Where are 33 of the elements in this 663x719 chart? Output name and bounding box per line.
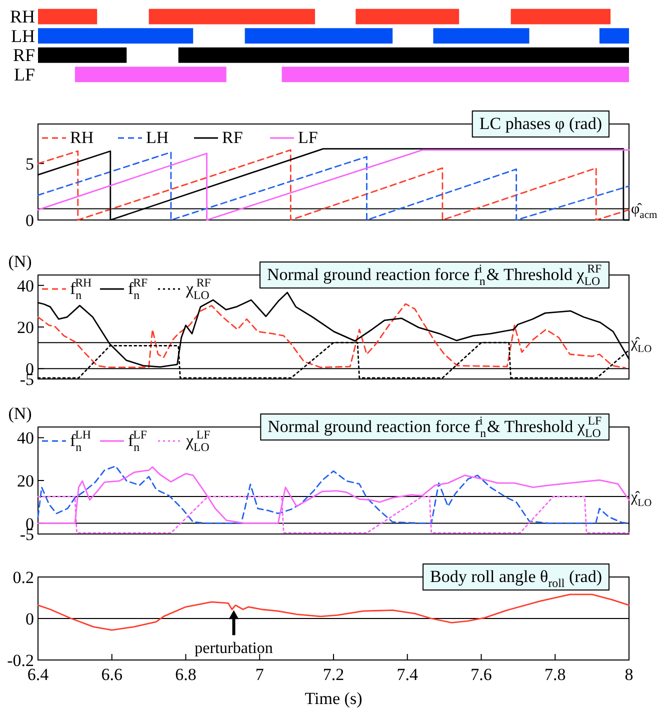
y-tick-label: LH (11, 26, 35, 46)
x-tick-label: 7 (255, 665, 264, 684)
y-tick-label: 0 (26, 610, 34, 628)
legend-label: RF (222, 128, 243, 147)
x-tick-label: 7.4 (396, 665, 418, 684)
legend-label: LH (146, 128, 169, 147)
chart-title: LC phases φ (rad) (479, 114, 602, 133)
y-tick-label: RH (10, 6, 35, 27)
y-tick-label: RF (12, 45, 35, 66)
legend-label: LF (298, 128, 318, 147)
x-tick-label: 7.8 (544, 665, 566, 684)
annotation: perturbation (194, 640, 273, 658)
x-tick-label: 7.2 (322, 665, 344, 684)
chart-title: Body roll angle θ$_{roll}$ (rad) (430, 567, 602, 590)
y-tick-label: 5 (26, 154, 34, 174)
y-tick-label: 20 (17, 472, 34, 490)
ref-line-label: χ̂$_{LO}$ (630, 490, 652, 510)
x-tick-label: 8 (624, 665, 634, 684)
y-tick-label: 0 (26, 211, 34, 230)
legend-label: RH (70, 128, 94, 147)
y-axis-title: (N) (8, 252, 32, 271)
ref-line-label: φ̂$_{acm}$ (631, 202, 658, 222)
x-axis-title: Time (s) (304, 689, 362, 708)
ref-line-label: χ̂$_{LO}$ (630, 336, 652, 356)
y-tick-label: 20 (17, 318, 34, 337)
x-tick-label: 7.6 (470, 665, 492, 684)
x-tick-label: 6.6 (101, 665, 122, 684)
y-tick-label: 40 (17, 276, 34, 296)
x-tick-label: 6.8 (175, 665, 196, 684)
y-tick-label: 0.2 (12, 568, 34, 587)
y-axis-title: (N) (8, 404, 32, 423)
y-tick-label: LF (14, 64, 35, 84)
y-tick-label: 40 (17, 428, 34, 448)
